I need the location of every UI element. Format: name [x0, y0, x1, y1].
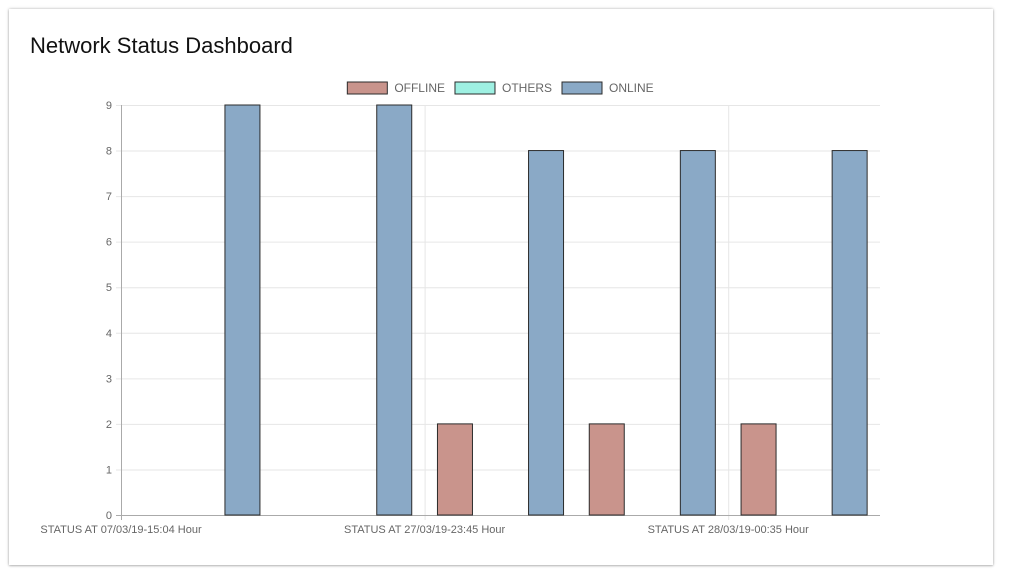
bar-online[interactable]	[224, 104, 261, 516]
x-tick-label: STATUS AT 27/03/19-23:45 Hour	[344, 524, 506, 536]
legend-label-offline[interactable]: OFFLINE	[394, 81, 445, 95]
bar-chart: 0 1 2 3 4 5 6 7 8 9 STATUS AT 07/03/19-15:04 Hour S…	[40, 81, 880, 536]
y-tick-label: 7	[106, 191, 112, 203]
y-tick-label: 5	[106, 282, 112, 294]
y-tick-label: 1	[106, 464, 112, 476]
y-tick-label: 9	[106, 100, 112, 112]
bar-online[interactable]	[679, 150, 716, 516]
dashboard-card: Network Status Dashboard 0 1 2 3 4 5 6 7 8 9 STATU…	[9, 9, 993, 565]
legend-label-online[interactable]: ONLINE	[609, 81, 654, 95]
bar-offline[interactable]	[588, 423, 625, 516]
bar-online[interactable]	[831, 150, 868, 516]
legend-swatch-others[interactable]	[454, 81, 496, 95]
y-tick-label: 8	[106, 146, 112, 158]
y-tick-label: 2	[106, 419, 112, 431]
x-tick-label: STATUS AT 28/03/19-00:35 Hour	[648, 524, 810, 536]
y-tick-label: 0	[106, 510, 112, 522]
y-tick-label: 3	[106, 373, 112, 385]
bar-offline[interactable]	[436, 423, 473, 516]
bar-offline[interactable]	[740, 423, 777, 516]
x-tick-label: STATUS AT 07/03/19-15:04 Hour	[40, 524, 202, 536]
legend-swatch-online[interactable]	[561, 81, 603, 95]
page-title: Network Status Dashboard	[30, 33, 293, 58]
legend-swatch-offline[interactable]	[346, 81, 388, 95]
bar-online[interactable]	[376, 104, 413, 516]
y-tick-label: 6	[106, 237, 112, 249]
bar-online[interactable]	[528, 150, 565, 516]
legend-label-others[interactable]: OTHERS	[502, 81, 552, 95]
y-tick-label: 4	[106, 328, 112, 340]
